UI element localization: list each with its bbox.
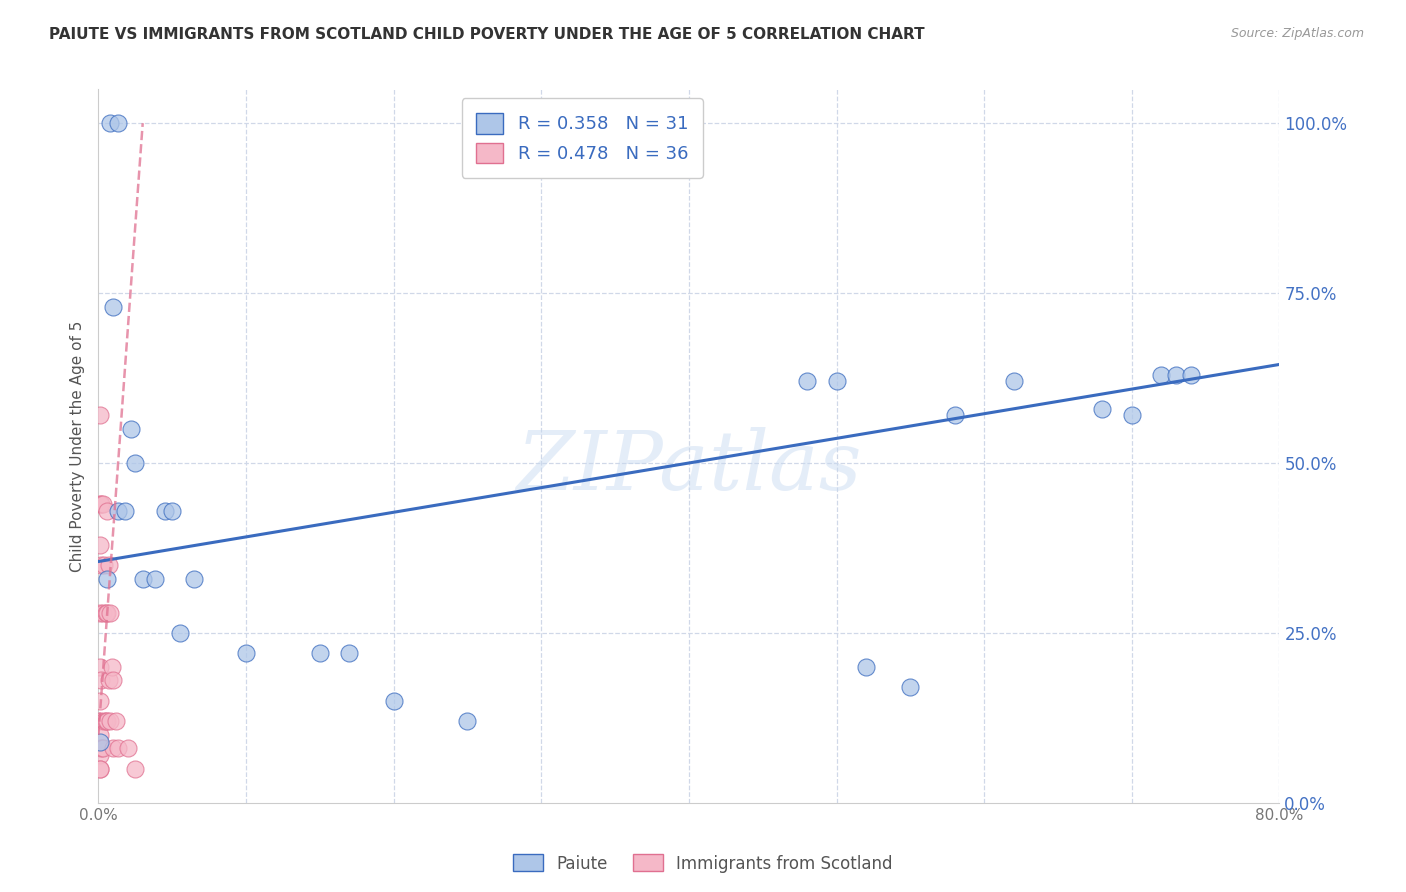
Point — [96, 714, 118, 729]
Point — [169, 626, 191, 640]
Point — [107, 741, 129, 756]
Point — [309, 646, 332, 660]
Legend: R = 0.358   N = 31, R = 0.478   N = 36: R = 0.358 N = 31, R = 0.478 N = 36 — [461, 98, 703, 178]
Point — [107, 503, 129, 517]
Point — [89, 694, 111, 708]
Y-axis label: Child Poverty Under the Age of 5: Child Poverty Under the Age of 5 — [69, 320, 84, 572]
Point — [89, 714, 111, 729]
Legend: Paiute, Immigrants from Scotland: Paiute, Immigrants from Scotland — [506, 847, 900, 880]
Point — [97, 558, 120, 572]
Point — [89, 409, 111, 423]
Point — [1091, 401, 1114, 416]
Point — [94, 714, 117, 729]
Point — [89, 762, 111, 776]
Point — [89, 537, 111, 551]
Point — [855, 660, 877, 674]
Text: ZIPatlas: ZIPatlas — [516, 427, 862, 508]
Point — [162, 503, 183, 517]
Point — [107, 116, 129, 130]
Point — [90, 558, 112, 572]
Point — [91, 741, 114, 756]
Point — [1166, 368, 1188, 382]
Point — [91, 606, 114, 620]
Point — [900, 680, 922, 694]
Point — [94, 606, 117, 620]
Point — [90, 497, 112, 511]
Point — [339, 646, 361, 660]
Point — [98, 714, 121, 729]
Text: Source: ZipAtlas.com: Source: ZipAtlas.com — [1230, 27, 1364, 40]
Point — [96, 606, 118, 620]
Point — [825, 375, 848, 389]
Point — [103, 673, 125, 688]
Point — [103, 300, 125, 314]
Point — [143, 572, 166, 586]
Point — [96, 572, 118, 586]
Point — [1002, 375, 1025, 389]
Point — [105, 714, 128, 729]
Point — [117, 741, 139, 756]
Point — [120, 422, 142, 436]
Point — [100, 660, 122, 674]
Point — [103, 741, 125, 756]
Point — [1180, 368, 1202, 382]
Point — [97, 673, 120, 688]
Point — [124, 762, 146, 776]
Point — [114, 503, 136, 517]
Point — [124, 456, 146, 470]
Point — [235, 646, 257, 660]
Point — [90, 673, 112, 688]
Point — [89, 728, 111, 742]
Point — [98, 116, 121, 130]
Point — [89, 606, 111, 620]
Point — [89, 660, 111, 674]
Point — [132, 572, 155, 586]
Point — [153, 503, 176, 517]
Point — [796, 375, 818, 389]
Point — [89, 762, 111, 776]
Text: PAIUTE VS IMMIGRANTS FROM SCOTLAND CHILD POVERTY UNDER THE AGE OF 5 CORRELATION : PAIUTE VS IMMIGRANTS FROM SCOTLAND CHILD… — [49, 27, 925, 42]
Point — [90, 741, 112, 756]
Point — [457, 714, 479, 729]
Point — [89, 497, 111, 511]
Point — [1150, 368, 1173, 382]
Point — [96, 503, 118, 517]
Point — [89, 748, 111, 763]
Point — [98, 606, 121, 620]
Point — [1121, 409, 1143, 423]
Point — [91, 497, 114, 511]
Point — [382, 694, 405, 708]
Point — [943, 409, 966, 423]
Point — [89, 734, 111, 748]
Point — [93, 558, 115, 572]
Point — [183, 572, 205, 586]
Point — [93, 714, 115, 729]
